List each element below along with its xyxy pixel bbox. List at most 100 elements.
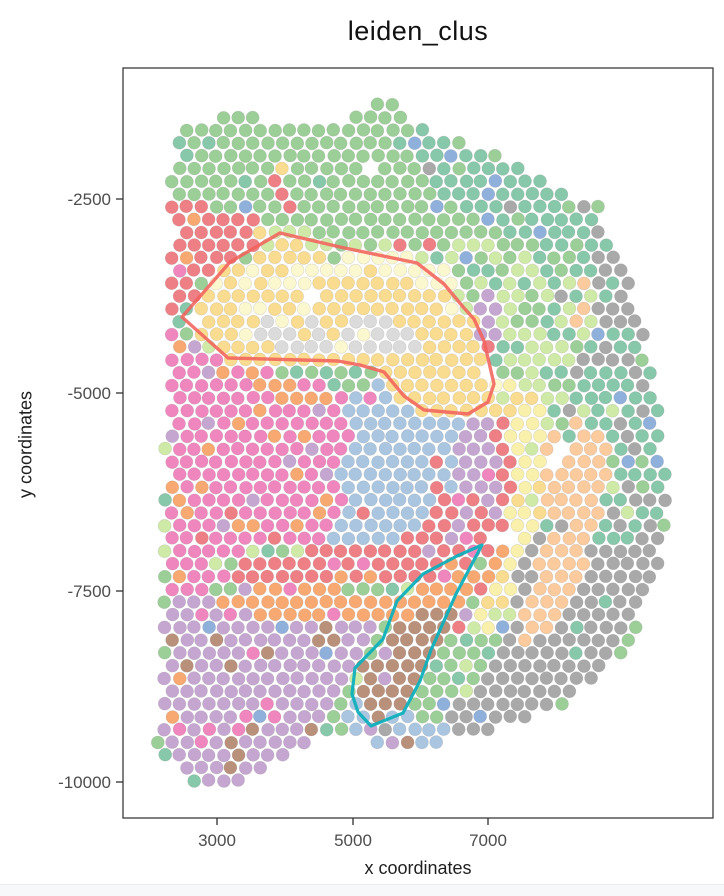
data-point <box>327 377 341 392</box>
data-point <box>319 696 334 711</box>
data-point <box>583 263 598 278</box>
data-point <box>275 136 290 150</box>
data-point <box>209 658 224 673</box>
data-point <box>569 289 583 304</box>
data-point <box>385 174 399 189</box>
data-point <box>554 289 568 304</box>
data-point <box>194 148 209 163</box>
data-point <box>370 659 385 673</box>
data-point <box>216 186 230 201</box>
data-point <box>158 441 172 456</box>
data-point <box>524 391 539 406</box>
data-point <box>591 607 606 622</box>
data-point <box>260 569 275 584</box>
data-point <box>283 710 297 725</box>
data-point <box>525 416 540 431</box>
data-point <box>356 632 371 647</box>
data-point <box>224 735 238 750</box>
data-point <box>370 174 385 189</box>
data-point <box>187 442 201 457</box>
data-point <box>496 365 510 380</box>
data-point <box>378 315 393 329</box>
data-point <box>569 238 584 252</box>
data-point <box>304 722 319 737</box>
data-point <box>363 391 377 406</box>
data-point <box>525 238 540 252</box>
data-point <box>511 442 525 456</box>
data-point <box>209 608 223 622</box>
data-point <box>187 135 201 150</box>
data-point <box>348 365 363 379</box>
data-point <box>326 276 341 290</box>
data-point <box>532 250 547 265</box>
data-point <box>488 556 503 571</box>
data-point <box>371 403 386 418</box>
page-bottom-margin <box>0 884 724 896</box>
data-point <box>195 607 209 622</box>
data-point <box>408 722 422 737</box>
data-point <box>223 582 238 596</box>
data-point <box>319 135 334 150</box>
data-point <box>260 468 275 482</box>
data-point <box>400 735 415 750</box>
data-point <box>414 480 429 494</box>
data-point <box>436 135 451 150</box>
data-point <box>510 595 524 609</box>
data-point <box>415 225 430 240</box>
data-point <box>224 327 239 342</box>
data-point <box>436 162 451 176</box>
data-point <box>444 658 458 673</box>
data-point <box>407 595 422 610</box>
data-point <box>245 570 260 584</box>
data-point <box>606 378 621 392</box>
data-point <box>605 353 620 367</box>
data-point <box>252 225 267 240</box>
data-point <box>194 199 209 214</box>
data-point <box>620 378 635 393</box>
data-point <box>334 467 348 481</box>
data-point <box>517 633 532 648</box>
data-point <box>179 123 194 138</box>
data-point <box>421 544 436 559</box>
data-point <box>422 671 437 686</box>
data-point <box>562 582 576 597</box>
data-point <box>458 607 473 622</box>
data-point <box>606 633 620 648</box>
data-point <box>223 710 238 724</box>
data-point <box>290 467 304 482</box>
data-point <box>356 276 370 291</box>
data-point <box>436 543 451 558</box>
data-point <box>260 442 275 457</box>
data-point <box>606 454 620 469</box>
data-point <box>437 365 451 379</box>
data-point <box>312 250 327 265</box>
data-point <box>305 416 320 431</box>
data-point <box>518 582 532 597</box>
data-point <box>495 263 510 277</box>
data-point <box>473 225 488 239</box>
data-point <box>290 544 305 558</box>
x-tick-label: 3000 <box>198 831 236 850</box>
data-point <box>348 544 363 558</box>
data-point <box>245 161 260 175</box>
data-point <box>201 315 216 329</box>
data-point <box>275 314 289 329</box>
data-point <box>283 200 297 214</box>
data-point <box>363 135 378 150</box>
data-point <box>577 429 591 443</box>
data-point <box>385 454 400 469</box>
data-point <box>341 301 356 316</box>
data-point <box>400 302 415 316</box>
data-point <box>569 314 584 328</box>
data-point <box>327 505 341 520</box>
data-point <box>510 366 525 380</box>
data-point <box>348 467 363 482</box>
data-point <box>165 302 179 316</box>
data-point <box>253 174 268 189</box>
data-point <box>555 391 570 406</box>
data-point <box>613 544 628 559</box>
data-point <box>231 263 246 277</box>
data-point <box>224 378 238 392</box>
data-point <box>459 684 474 698</box>
y-tick-label: -10000 <box>58 773 111 792</box>
